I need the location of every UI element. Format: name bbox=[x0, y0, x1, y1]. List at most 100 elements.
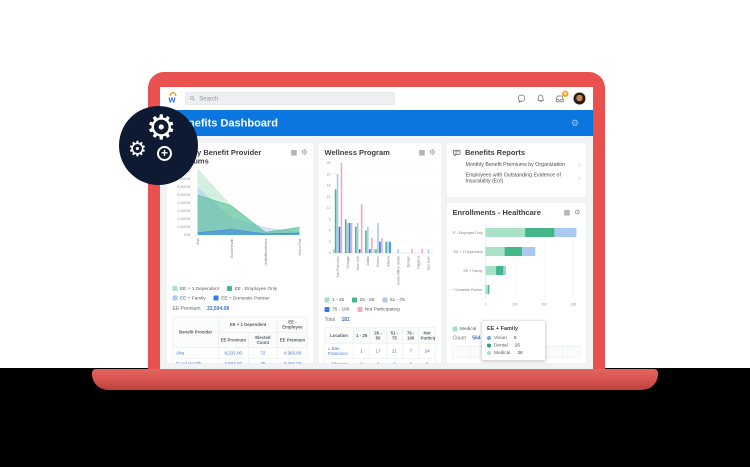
legend-item: 51 - 75 bbox=[382, 297, 405, 303]
chevron-right-icon: › bbox=[578, 160, 581, 169]
inbox-icon[interactable]: 9 bbox=[554, 90, 569, 104]
table-cell[interactable]: 1 bbox=[353, 343, 371, 360]
gear-icon: ⚙ bbox=[146, 109, 177, 147]
svg-text:Vision Plus: Vision Plus bbox=[298, 238, 302, 256]
col-header: Location bbox=[324, 327, 354, 344]
table-cell[interactable]: 21 bbox=[385, 343, 403, 360]
svg-text:San Juan: San Juan bbox=[427, 256, 431, 270]
table-cell[interactable]: 7 bbox=[402, 343, 420, 360]
svg-text:15: 15 bbox=[327, 195, 331, 199]
chart-view-toggle-icon[interactable]: ▦ bbox=[563, 208, 571, 216]
legend-label: EE - Employee Only bbox=[234, 285, 278, 292]
report-link[interactable]: Employees with Outstanding Evidence of I… bbox=[453, 168, 581, 184]
tooltip-label: Dental bbox=[494, 342, 508, 349]
table-cell[interactable]: 72 bbox=[247, 347, 278, 359]
page-header: Benefits Dashboard ⚙ bbox=[160, 110, 593, 136]
global-search[interactable] bbox=[185, 92, 395, 105]
dashboard-content: Monthly Benefit Provider Premiums ▦ ⚙ 0.… bbox=[160, 136, 593, 370]
svg-text:21: 21 bbox=[327, 172, 331, 176]
card-settings-gear-icon[interactable]: ⚙ bbox=[429, 148, 436, 156]
svg-text:4,000.00: 4,000.00 bbox=[177, 201, 190, 205]
enrollments-count-value-link[interactable]: 564 bbox=[472, 335, 481, 342]
legend-swatch bbox=[324, 306, 330, 312]
chart-tooltip: EE + Family Vision 9 Dental 25 Medical 36 bbox=[481, 320, 546, 361]
legend-item: 76 - 100 bbox=[324, 306, 349, 312]
table-cell[interactable]: 8,232.00 bbox=[218, 347, 249, 359]
svg-text:3: 3 bbox=[329, 240, 331, 244]
laptop-frame: w bbox=[148, 72, 605, 370]
enrollments-stacked-chart: 0 100 200 300 EE - Employee Only EE + 1 Depen… bbox=[453, 222, 577, 307]
enrollments-count: Count 564 bbox=[452, 335, 481, 342]
ee-premium-value-link[interactable]: 33,594.08 bbox=[206, 305, 230, 312]
table-row: Aha 8,232.00 72 4,993.00 bbox=[172, 347, 308, 359]
table-row: Good Health 3,604.00 35 3,656.00 bbox=[172, 357, 308, 364]
table-cell[interactable]: 4,993.00 bbox=[277, 347, 308, 359]
svg-text:San Francisco: San Francisco bbox=[336, 256, 340, 278]
legend-swatch bbox=[172, 295, 178, 301]
legend-swatch bbox=[324, 297, 330, 303]
gear-icon: ⚙ bbox=[128, 138, 147, 161]
svg-text:3,000.00: 3,000.00 bbox=[177, 209, 190, 213]
chart-view-toggle-icon[interactable]: ▦ bbox=[418, 148, 426, 156]
profile-avatar[interactable] bbox=[573, 92, 586, 105]
legend-swatch bbox=[452, 326, 458, 332]
expand-caret-icon[interactable]: ▸ bbox=[328, 346, 331, 352]
location-link[interactable]: Chicago bbox=[332, 362, 349, 364]
table-cell[interactable]: 8 bbox=[418, 358, 436, 364]
setup-gear-badge: ⚙ ⚙ + bbox=[119, 106, 198, 185]
table-cell[interactable]: 8 bbox=[385, 358, 403, 364]
chart-view-toggle-icon[interactable]: ▦ bbox=[290, 148, 298, 156]
legend-swatch bbox=[357, 306, 363, 312]
legend-swatch bbox=[226, 286, 232, 291]
svg-text:Hagatna: Hagatna bbox=[417, 256, 421, 269]
table-cell[interactable]: 8 bbox=[402, 358, 420, 364]
legend-label: Not Participating bbox=[364, 306, 400, 313]
benefit-provider-link[interactable]: Aha bbox=[176, 350, 185, 356]
workday-logo[interactable]: w bbox=[167, 91, 180, 106]
ee-premium-summary: EE Premium 33,594.08 bbox=[172, 305, 230, 312]
legend-item: 26 - 50 bbox=[352, 297, 374, 303]
table-cell[interactable]: 3,604.00 bbox=[218, 357, 249, 364]
table-cell[interactable]: 24 bbox=[418, 343, 436, 360]
legend-swatch bbox=[213, 295, 219, 301]
expand-caret-icon[interactable]: ▸ bbox=[328, 362, 330, 363]
series-dot-icon bbox=[487, 335, 491, 340]
search-input[interactable] bbox=[198, 94, 391, 103]
card-settings-gear-icon[interactable]: ⚙ bbox=[574, 208, 581, 216]
benefit-provider-link[interactable]: Good Health bbox=[176, 360, 202, 364]
table-cell[interactable]: 0 bbox=[353, 358, 371, 364]
svg-text:6,000.00: 6,000.00 bbox=[177, 185, 190, 189]
report-bubble-icon bbox=[453, 149, 461, 157]
col-header: EE Premium bbox=[277, 331, 308, 348]
workday-logo-arc bbox=[169, 92, 177, 96]
dashboard-settings-gear-icon[interactable]: ⚙ bbox=[570, 117, 579, 128]
legend-label: 1 - 25 bbox=[332, 297, 345, 303]
svg-text:EE + Family: EE + Family bbox=[464, 269, 483, 273]
chat-icon[interactable] bbox=[516, 93, 527, 104]
card-settings-gear-icon[interactable]: ⚙ bbox=[301, 148, 308, 156]
report-link[interactable]: Monthly Benefit Premiums by Organization… bbox=[453, 157, 581, 168]
legend-swatch bbox=[382, 297, 388, 303]
table-cell[interactable]: 35 bbox=[247, 357, 278, 364]
table-cell[interactable]: 3,656.00 bbox=[277, 357, 308, 364]
wellness-total-value-link[interactable]: 181 bbox=[341, 317, 350, 323]
notifications-bell-icon[interactable] bbox=[535, 93, 546, 104]
tooltip-value: 25 bbox=[514, 342, 521, 349]
svg-text:Good Health: Good Health bbox=[230, 238, 234, 258]
laptop-base bbox=[92, 369, 658, 390]
location-link[interactable]: San Francisco bbox=[328, 346, 348, 357]
series-dot-icon bbox=[487, 343, 491, 348]
premiums-table: Benefit Provider EE + 1 Dependent EE - Emp… bbox=[172, 316, 308, 364]
wellness-bar-chart: 0 3 6 9 12 15 18 21 24 San Francisco Chicago New Yo… bbox=[327, 161, 434, 285]
svg-text:UnitedHealthcare: UnitedHealthcare bbox=[264, 238, 268, 265]
svg-text:Berwyn: Berwyn bbox=[407, 256, 411, 267]
svg-text:Aha: Aha bbox=[196, 238, 200, 244]
table-cell[interactable]: 9 bbox=[369, 358, 387, 364]
table-cell[interactable]: 17 bbox=[369, 343, 387, 360]
tooltip-label: Vision bbox=[494, 335, 507, 341]
tooltip-row: Medical 36 bbox=[487, 350, 540, 356]
legend-swatch bbox=[172, 286, 178, 291]
card-wellness-program: Wellness Program ▦ ⚙ 0 3 6 9 12 15 18 21 24 San F… bbox=[318, 142, 442, 364]
legend-label: Medical bbox=[460, 326, 477, 332]
